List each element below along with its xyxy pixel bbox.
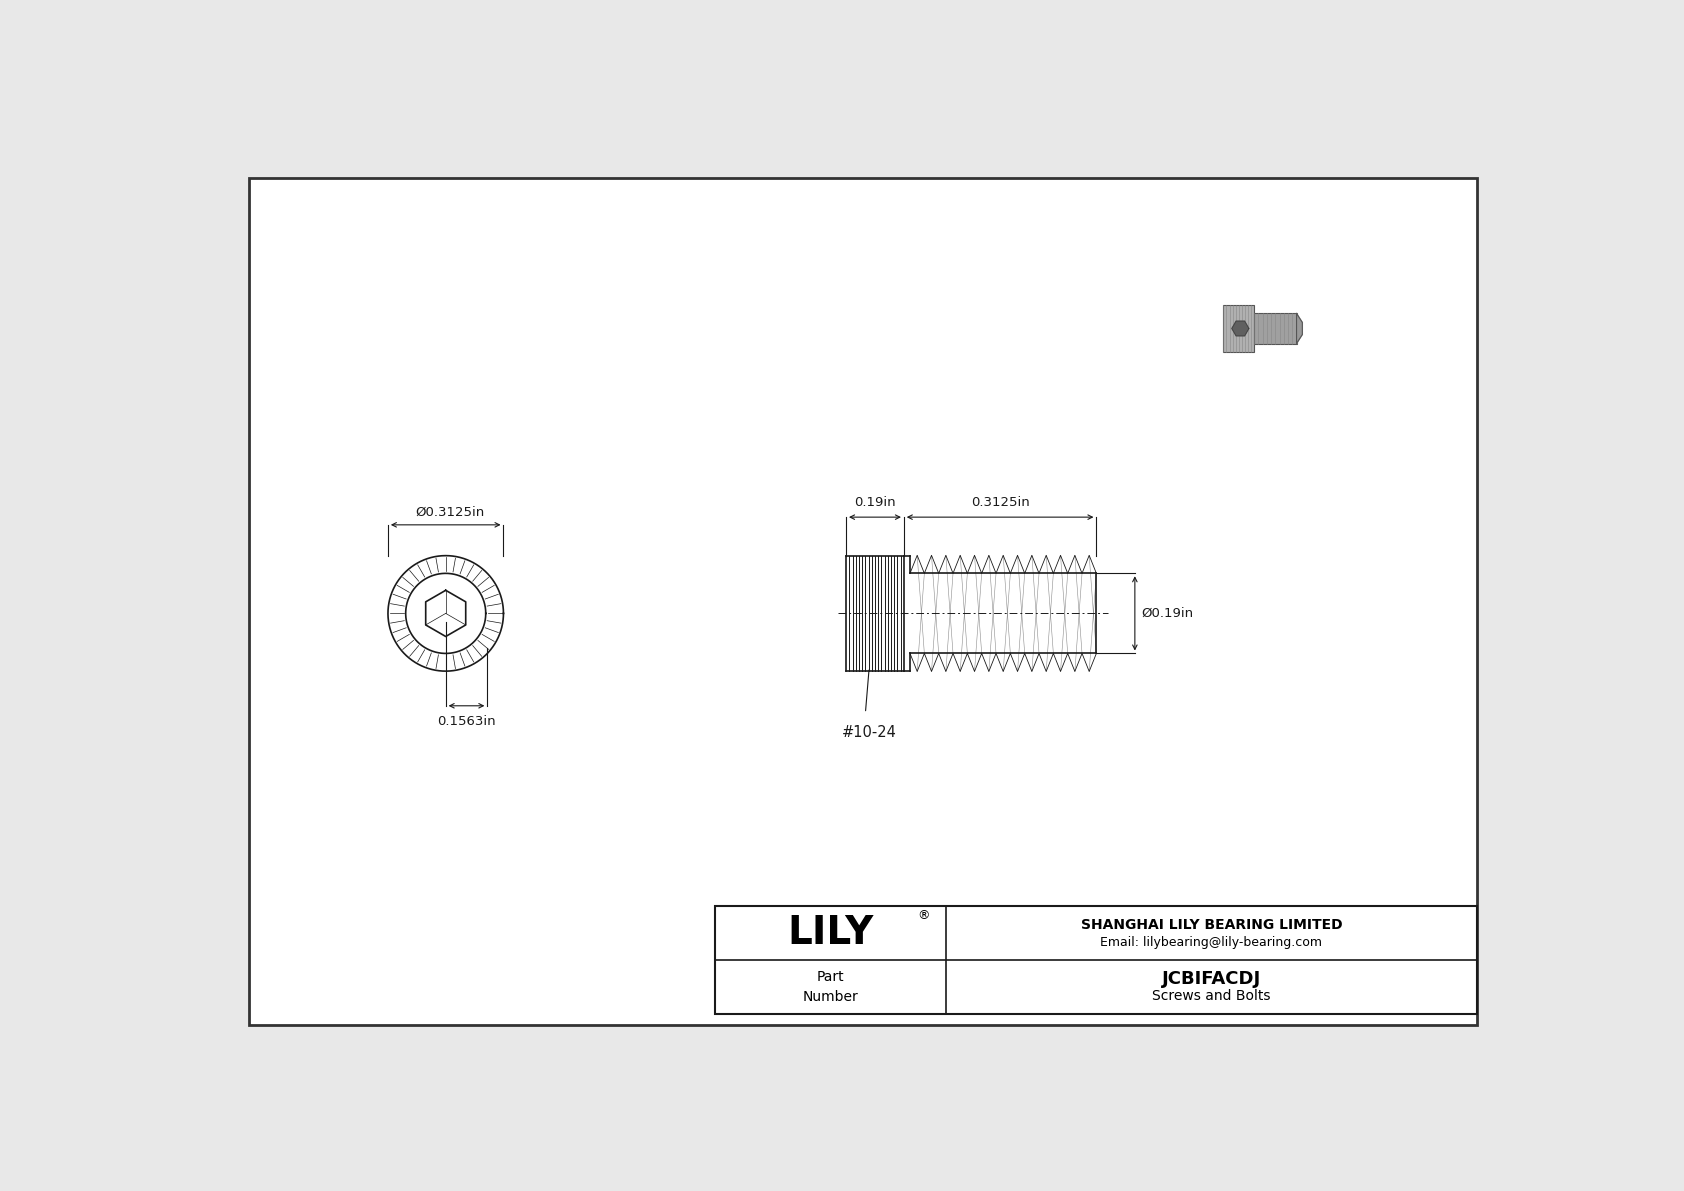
Text: Screws and Bolts: Screws and Bolts bbox=[1152, 989, 1271, 1003]
Bar bbox=[1255, 313, 1297, 343]
Text: SHANGHAI LILY BEARING LIMITED: SHANGHAI LILY BEARING LIMITED bbox=[1081, 918, 1342, 933]
Text: ®: ® bbox=[916, 910, 930, 923]
Text: #10-24: #10-24 bbox=[842, 725, 898, 740]
Polygon shape bbox=[1233, 322, 1250, 336]
Text: 0.19in: 0.19in bbox=[854, 497, 896, 510]
Bar bbox=[1223, 305, 1255, 351]
Text: Ø0.19in: Ø0.19in bbox=[1142, 607, 1194, 619]
Text: Part
Number: Part Number bbox=[803, 971, 859, 1004]
Bar bbox=[716, 906, 1477, 1014]
Text: 0.1563in: 0.1563in bbox=[438, 715, 495, 728]
Text: Email: lilybearing@lily-bearing.com: Email: lilybearing@lily-bearing.com bbox=[1100, 936, 1322, 949]
Text: LILY: LILY bbox=[788, 913, 874, 952]
Text: 0.3125in: 0.3125in bbox=[970, 497, 1029, 510]
Polygon shape bbox=[1297, 313, 1302, 343]
Text: JCBIFACDJ: JCBIFACDJ bbox=[1162, 971, 1261, 989]
Text: Ø0.3125in: Ø0.3125in bbox=[414, 506, 485, 518]
